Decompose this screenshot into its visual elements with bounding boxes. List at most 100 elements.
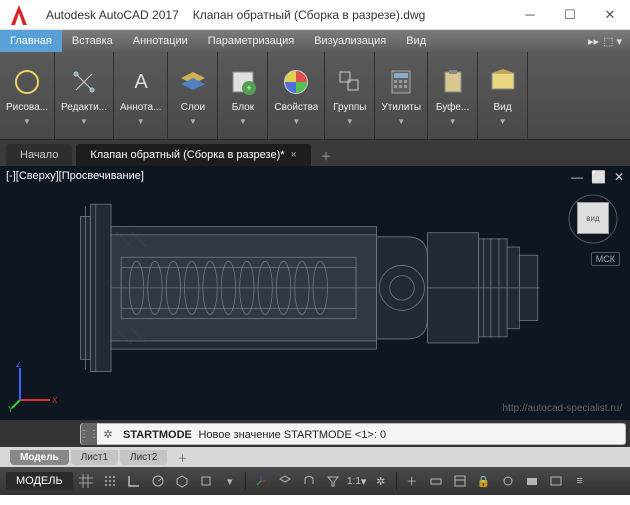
tab-document[interactable]: Клапан обратный (Сборка в разрезе)*× <box>76 144 311 166</box>
status-bar: МОДЕЛЬ ▾ 1:1▾ ✲ ＋ 🔒 ≡ <box>0 467 630 495</box>
cmdline-text[interactable]: STARTMODE Новое значение STARTMODE <1>: … <box>119 428 625 441</box>
ribbon-layers[interactable]: Слои▼ <box>168 52 218 139</box>
tab-home-label: Начало <box>20 149 58 161</box>
ribbon-label: Вид <box>494 102 512 113</box>
ribbon-annotate[interactable]: AАннота...▼ <box>114 52 168 139</box>
lineweight-icon[interactable]: ▾ <box>219 470 241 492</box>
snap-icon[interactable] <box>99 470 121 492</box>
viewcube-face[interactable]: вид <box>577 202 609 234</box>
layout-tab-0[interactable]: Модель <box>10 450 69 465</box>
ribbon-label: Буфе... <box>436 102 469 113</box>
lock-ui-icon[interactable]: 🔒 <box>473 470 495 492</box>
window-title: Autodesk AutoCAD 2017 Клапан обратный (С… <box>38 8 510 22</box>
block-icon: + <box>227 66 259 98</box>
svg-text:A: A <box>134 71 148 93</box>
layers-icon <box>177 66 209 98</box>
layout-tab-1[interactable]: Лист1 <box>71 450 118 465</box>
ribbon-label: Блок <box>232 102 254 113</box>
layout-tab-2[interactable]: Лист2 <box>120 450 167 465</box>
viewcube[interactable]: вид <box>566 192 620 246</box>
cmdline-drag-handle[interactable]: ⋮⋮ <box>81 423 97 445</box>
workspace-icon[interactable]: ✲ <box>370 470 392 492</box>
ribbon-label: Утилиты <box>381 102 421 113</box>
minimize-button[interactable]: ─ <box>510 0 550 30</box>
units-icon[interactable] <box>425 470 447 492</box>
viewport-maximize-icon[interactable]: ⬜ <box>591 170 606 184</box>
app-name: Autodesk AutoCAD 2017 <box>46 8 179 22</box>
ribbon-label: Группы <box>333 102 366 113</box>
ribbon-clipboard[interactable]: Буфе...▼ <box>428 52 478 139</box>
edit-icon <box>68 66 100 98</box>
ribbon-label: Рисова... <box>6 102 48 113</box>
svg-text:X: X <box>52 396 58 405</box>
viewport-close-icon[interactable]: ✕ <box>614 170 624 184</box>
tab-home[interactable]: Начало <box>6 144 72 166</box>
grid-icon[interactable] <box>75 470 97 492</box>
tab-add-button[interactable]: ＋ <box>315 146 337 166</box>
ribbon-properties[interactable]: Свойства▼ <box>268 52 325 139</box>
quick-props-icon[interactable] <box>449 470 471 492</box>
ribbon-view[interactable]: Вид▼ <box>478 52 528 139</box>
cad-drawing <box>60 196 550 380</box>
layout-tabs: МодельЛист1Лист2＋ <box>0 447 630 467</box>
menu-главная[interactable]: Главная <box>0 30 62 52</box>
scale-ratio-label: 1:1 <box>347 476 361 487</box>
3dosnap-icon[interactable] <box>274 470 296 492</box>
play-icon[interactable]: ▸▸ <box>588 35 599 48</box>
watermark: http://autocad-specialist.ru/ <box>502 403 622 414</box>
doc-name: Клапан обратный (Сборка в разрезе).dwg <box>193 8 426 22</box>
view-icon <box>487 66 519 98</box>
filter-icon[interactable] <box>322 470 344 492</box>
isoplane-icon[interactable] <box>171 470 193 492</box>
isolate-icon[interactable] <box>497 470 519 492</box>
viewport-label[interactable]: [-][Сверху][Просвечивание] <box>6 170 144 182</box>
document-tabs: Начало Клапан обратный (Сборка в разрезе… <box>0 140 630 166</box>
ribbon-utilities[interactable]: Утилиты▼ <box>375 52 428 139</box>
ribbon-label: Свойства <box>274 102 318 113</box>
ribbon-block[interactable]: +Блок▼ <box>218 52 268 139</box>
drawing-viewport[interactable]: [-][Сверху][Просвечивание] — ⬜ ✕ вид МСК… <box>0 166 630 420</box>
ribbon-label: Аннота... <box>120 102 161 113</box>
menu-параметризация[interactable]: Параметризация <box>198 30 304 52</box>
customize-icon[interactable]: ≡ <box>569 470 591 492</box>
svg-text:+: + <box>246 83 251 93</box>
ucs-label[interactable]: МСК <box>591 252 620 266</box>
annotation-scale[interactable]: 1:1▾ <box>346 470 368 492</box>
ribbon-edit[interactable]: Редакти...▼ <box>55 52 114 139</box>
gizmo-icon[interactable] <box>250 470 272 492</box>
viewport-minimize-icon[interactable]: — <box>571 170 583 184</box>
cmdline-options-icon[interactable]: ✲ <box>97 428 119 441</box>
ribbon-groups[interactable]: Группы▼ <box>325 52 375 139</box>
menu-визуализация[interactable]: Визуализация <box>304 30 396 52</box>
ortho-icon[interactable] <box>123 470 145 492</box>
svg-text:Z: Z <box>16 362 21 369</box>
title-bar: Autodesk AutoCAD 2017 Клапан обратный (С… <box>0 0 630 30</box>
osnap-icon[interactable] <box>195 470 217 492</box>
close-button[interactable]: ✕ <box>590 0 630 30</box>
utilities-icon <box>385 66 417 98</box>
polar-icon[interactable] <box>147 470 169 492</box>
ribbon-label: Редакти... <box>61 102 107 113</box>
panel-toggle-icon[interactable]: ⬚ ▾ <box>603 35 622 48</box>
clean-screen-icon[interactable] <box>545 470 567 492</box>
svg-text:Y: Y <box>8 405 14 412</box>
menu-вставка[interactable]: Вставка <box>62 30 123 52</box>
maximize-button[interactable]: ☐ <box>550 0 590 30</box>
ribbon-draw[interactable]: Рисова...▼ <box>0 52 55 139</box>
menu-вид[interactable]: Вид <box>396 30 436 52</box>
dynamic-ucs-icon[interactable] <box>298 470 320 492</box>
command-line[interactable]: ⋮⋮ ✲ STARTMODE Новое значение STARTMODE … <box>80 423 626 445</box>
annotate-icon: A <box>125 66 157 98</box>
tab-close-icon[interactable]: × <box>291 149 297 161</box>
clipboard-icon <box>437 66 469 98</box>
hardware-accel-icon[interactable] <box>521 470 543 492</box>
ribbon-tabs: ГлавнаяВставкаАннотацииПараметризацияВиз… <box>0 30 630 52</box>
model-space-button[interactable]: МОДЕЛЬ <box>6 472 73 490</box>
app-logo[interactable] <box>0 0 38 30</box>
ribbon: Рисова...▼Редакти...▼AАннота...▼Слои▼+Бл… <box>0 52 630 140</box>
annotation-monitor-icon[interactable]: ＋ <box>401 470 423 492</box>
menu-аннотации[interactable]: Аннотации <box>123 30 198 52</box>
ribbon-label: Слои <box>181 102 205 113</box>
layout-add-button[interactable]: ＋ <box>169 450 195 465</box>
properties-icon <box>280 66 312 98</box>
